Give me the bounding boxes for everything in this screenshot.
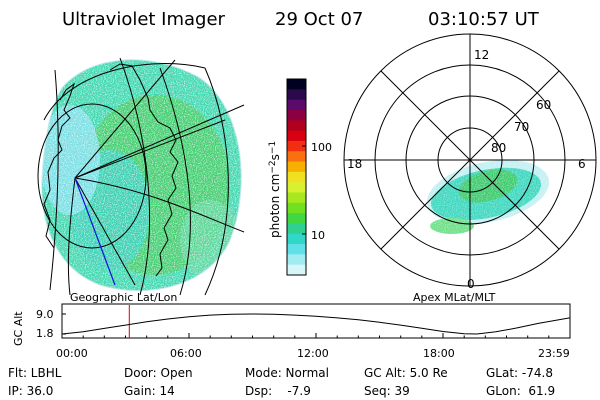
left-panel-caption: Geographic Lat/Lon bbox=[70, 291, 177, 304]
coastline-west bbox=[43, 82, 75, 249]
door-info: Door: Open bbox=[124, 366, 193, 380]
colorbar-swatch bbox=[287, 120, 306, 132]
colorbar-swatch bbox=[287, 151, 306, 163]
noon-meridian bbox=[74, 177, 116, 286]
mlt-label-12: 12 bbox=[474, 48, 489, 62]
latitude-circle bbox=[37, 103, 147, 249]
mlat-label-80: 80 bbox=[491, 141, 506, 155]
colorbar-frame bbox=[286, 78, 307, 276]
coastline bbox=[109, 63, 179, 277]
altitude-axis-label: GC Alt bbox=[12, 311, 25, 346]
latitude-arc bbox=[159, 67, 191, 296]
noise-speckle bbox=[41, 59, 242, 291]
mlat-label-60: 60 bbox=[536, 98, 551, 112]
altitude-xtick-label: 12:00 bbox=[297, 347, 329, 360]
gcalt-info: GC Alt: 5.0 Re bbox=[364, 366, 448, 380]
colorbar-swatch bbox=[287, 182, 306, 193]
colorbar-swatch bbox=[287, 99, 306, 111]
altitude-xtick-label: 00:00 bbox=[56, 347, 88, 360]
colorbar-swatch bbox=[287, 130, 306, 142]
altitude-xtick-label: 06:00 bbox=[170, 347, 202, 360]
colorbar-tick-label: 10 bbox=[311, 229, 325, 242]
latitude-arc bbox=[204, 67, 229, 296]
mlt-axis-diagonal bbox=[380, 70, 560, 250]
longitude-line bbox=[74, 119, 226, 179]
gain-info: Gain: 14 bbox=[124, 384, 175, 398]
colorbar: 100 10 photon cm−2s−1 bbox=[268, 78, 332, 276]
longitude-line bbox=[74, 177, 245, 233]
colorbar-swatch bbox=[287, 244, 306, 255]
colorbar-swatch bbox=[287, 109, 306, 121]
colorbar-swatch bbox=[287, 140, 306, 152]
altitude-ytick-label: 1.8 bbox=[36, 327, 54, 340]
colorbar-swatch bbox=[287, 264, 306, 276]
header-date: 29 Oct 07 bbox=[275, 9, 363, 30]
colorbar-swatch bbox=[287, 254, 306, 266]
longitude-line bbox=[74, 104, 245, 179]
altitude-chart: GC Alt 9.0 1.8 00:00 06:00 12:00 18:00 2… bbox=[12, 303, 571, 360]
glat-info: GLat: -74.8 bbox=[486, 366, 553, 380]
geographic-panel: Geographic Lat/Lon bbox=[37, 57, 245, 304]
polar-panel: 12 18 6 0 60 70 80 Apex MLat/MLT bbox=[343, 33, 597, 304]
mlt-label-0: 0 bbox=[467, 277, 475, 291]
colorbar-swatch bbox=[287, 233, 306, 245]
longitude-line bbox=[67, 177, 76, 296]
colorbar-swatch bbox=[287, 213, 306, 224]
colorbar-swatch bbox=[287, 202, 306, 214]
mlat-label-70: 70 bbox=[514, 120, 529, 134]
altitude-xtick-label: 23:59 bbox=[538, 347, 570, 360]
mlt-label-18: 18 bbox=[347, 157, 362, 171]
longitude-line bbox=[74, 177, 136, 286]
colorbar-swatch bbox=[287, 161, 306, 173]
ip-info: IP: 36.0 bbox=[8, 384, 53, 398]
filter-info: Flt: LBHL bbox=[8, 366, 62, 380]
colorbar-swatch bbox=[287, 171, 306, 183]
colorbar-label: photon cm−2s−1 bbox=[268, 141, 282, 238]
colorbar-swatch bbox=[287, 89, 306, 101]
colorbar-swatch bbox=[287, 223, 306, 235]
header-time: 03:10:57 UT bbox=[428, 9, 540, 30]
colorbar-tick-label: 100 bbox=[311, 141, 332, 154]
mlt-label-6: 6 bbox=[578, 157, 586, 171]
altitude-ytick-label: 9.0 bbox=[36, 308, 54, 321]
colorbar-swatch bbox=[287, 192, 306, 204]
latitude-arc bbox=[49, 69, 59, 291]
footer-info: Flt: LBHL IP: 36.0 Door: Open Gain: 14 M… bbox=[8, 366, 555, 398]
header-title: Ultraviolet Imager bbox=[62, 9, 226, 30]
dsp-info: Dsp: -7.9 bbox=[245, 384, 311, 398]
latitude-arc bbox=[119, 57, 150, 296]
colorbar-swatch bbox=[287, 79, 306, 90]
right-panel-caption: Apex MLat/MLT bbox=[413, 291, 496, 304]
latitude-arc bbox=[43, 63, 206, 121]
altitude-series-line bbox=[61, 313, 570, 335]
mode-info: Mode: Normal bbox=[245, 366, 329, 380]
glon-info: GLon: 61.9 bbox=[486, 384, 555, 398]
altitude-xtick-label: 18:00 bbox=[423, 347, 455, 360]
seq-info: Seq: 39 bbox=[364, 384, 410, 398]
longitude-line bbox=[74, 59, 176, 179]
altitude-chart-frame bbox=[61, 303, 571, 339]
